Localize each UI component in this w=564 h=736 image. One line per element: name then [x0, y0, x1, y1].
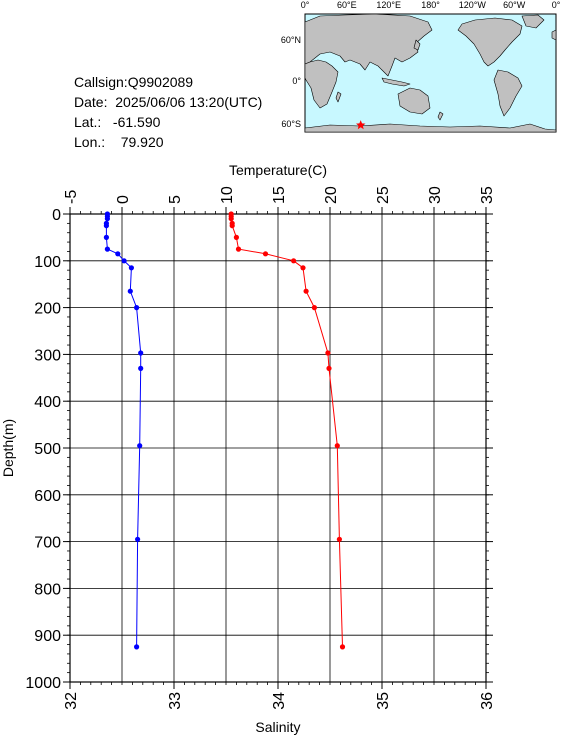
temperature-data-point [233, 234, 239, 240]
salinity-data-point [134, 644, 140, 650]
temperature-data-point [339, 644, 346, 650]
temperature-data-point [303, 288, 309, 294]
depth-tick-label: 100 [34, 254, 61, 271]
land-south-america [493, 69, 523, 117]
temperature-ticks: -5 0 5 10 15 20 25 30 35 [63, 186, 496, 214]
date-value: 2025/06/06 13:20(UTC) [115, 94, 263, 110]
depth-tick-label: 900 [34, 628, 61, 645]
salinity-tick-label: 33 [167, 692, 184, 710]
salinity-data-point [104, 216, 110, 222]
salinity-data-point [127, 288, 133, 294]
salinity-axis-label: Salinity [255, 719, 300, 735]
temperature-data-point [300, 265, 306, 271]
map-land [304, 13, 557, 133]
land-africa [304, 59, 339, 109]
temperature-tick-label: -5 [63, 190, 80, 204]
temperature-tick-label: 0 [115, 195, 132, 204]
land-north-america [457, 17, 523, 67]
temperature-tick-label: 35 [479, 186, 496, 204]
land-indonesia [381, 77, 411, 87]
depth-tick-label: 400 [34, 394, 61, 411]
temperature-data-point [326, 365, 332, 371]
temperature-tick-label: 5 [167, 195, 184, 204]
map-lon-label: 120°E [376, 0, 401, 10]
salinity-data-point [138, 365, 144, 371]
callsign-line: Callsign:Q9902089 [74, 74, 194, 90]
salinity-ticks: 32 33 34 35 36 [63, 682, 496, 710]
land-australia [397, 87, 431, 115]
map-lon-label: 0° [552, 0, 561, 10]
land-greenland [521, 14, 545, 29]
land-japan [413, 39, 421, 51]
temperature-tick-label: 15 [271, 186, 288, 204]
station-info: Callsign:Q9902089 Date: 2025/06/06 13:20… [74, 72, 262, 152]
salinity-data-point [104, 246, 110, 252]
map-lon-label: 0° [301, 0, 310, 10]
star-icon [356, 120, 366, 130]
depth-tick-label: 300 [34, 347, 61, 364]
depth-tick-label: 1000 [25, 675, 61, 692]
map-lat-label: 60°N [281, 35, 301, 45]
temperature-data-point [311, 305, 317, 311]
temperature-data-point [229, 223, 235, 229]
temperature-tick-label: 25 [375, 186, 392, 204]
lat-line: Lat.: -61.590 [74, 114, 161, 130]
land-uk [551, 29, 557, 41]
map-lat-label: 60°S [281, 119, 301, 129]
depth-tick-label: 700 [34, 535, 61, 552]
lat-value: -61.590 [112, 114, 161, 130]
callsign-value: Q9902089 [127, 74, 194, 90]
depth-ticks: 0 100 200 300 400 500 600 700 800 900 1000 [25, 207, 493, 692]
salinity-data-point [137, 443, 143, 449]
series-layer [103, 211, 346, 650]
depth-tick-label: 800 [34, 581, 61, 598]
depth-tick-label: 500 [34, 441, 61, 458]
temperature-data-point [325, 350, 331, 356]
temperature-data-point [336, 536, 342, 542]
salinity-data-point [134, 305, 140, 311]
temperature-data-point [235, 246, 242, 252]
date-line: Date: 2025/06/06 13:20(UTC) [74, 94, 263, 110]
temperature-data-point [291, 258, 297, 264]
land-eurasia [304, 13, 433, 77]
map-lat-label: 0° [292, 76, 301, 86]
salinity-data-point [135, 536, 141, 542]
temperature-tick-label: 30 [427, 186, 444, 204]
salinity-data-point [121, 258, 127, 264]
temperature-axis-label: Temperature(C) [229, 162, 327, 178]
lon-value: 79.920 [120, 134, 164, 150]
salinity-data-point [128, 265, 134, 271]
land-antarctica [304, 123, 557, 133]
salinity-data-point [115, 251, 121, 257]
temperature-data-point [334, 443, 340, 449]
salinity-tick-label: 36 [479, 692, 496, 710]
depth-tick-label: 600 [34, 488, 61, 505]
depth-tick-label: 0 [52, 207, 61, 224]
depth-axis-label: Depth(m) [0, 419, 16, 477]
salinity-profile-line [105, 214, 142, 647]
map-lon-label: 180° [421, 0, 440, 10]
salinity-data-point [103, 234, 109, 240]
salinity-tick-label: 35 [375, 692, 392, 710]
map-lon-label: 60°W [503, 0, 526, 10]
temperature-profile-line [230, 214, 343, 647]
salinity-tick-label: 34 [271, 692, 288, 710]
salinity-data-point [103, 223, 109, 229]
salinity-tick-label: 32 [63, 692, 80, 710]
map-lon-label: 60°E [337, 0, 357, 10]
temperature-tick-label: 20 [323, 186, 340, 204]
temperature-data-point [228, 216, 234, 222]
depth-tick-label: 200 [34, 301, 61, 318]
temperature-tick-label: 10 [219, 186, 236, 204]
land-newzealand [437, 111, 444, 121]
lon-line: Lon.: 79.920 [74, 134, 164, 150]
map-lon-label: 120°W [459, 0, 487, 10]
land-madagascar [335, 91, 342, 103]
temperature-data-point [262, 251, 269, 257]
map-labels: 0° 60°E 120°E 180° 120°W 60°W 0° 60°N 0° 60°S [281, 0, 561, 129]
chart-grid [69, 213, 487, 683]
salinity-data-point [138, 350, 144, 356]
